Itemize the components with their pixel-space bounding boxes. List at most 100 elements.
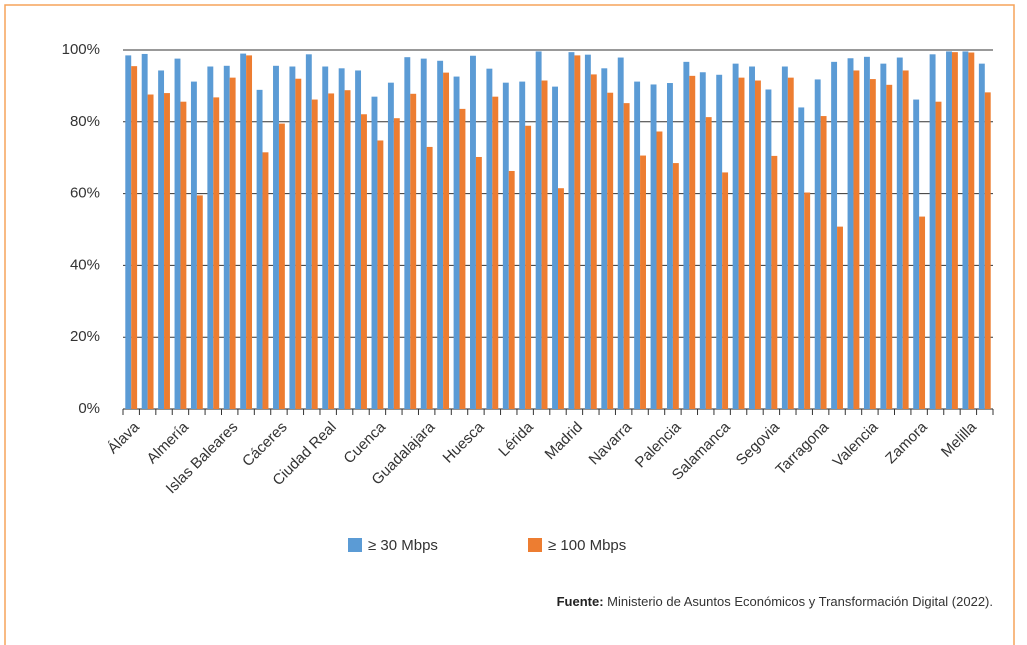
bar — [607, 92, 614, 409]
bar — [273, 65, 279, 410]
bar — [295, 78, 302, 409]
frame — [4, 4, 1015, 645]
legend-swatch — [348, 538, 362, 552]
bar — [502, 82, 509, 409]
bar — [919, 216, 926, 409]
bar — [804, 192, 811, 409]
source-label: Fuente: — [557, 594, 604, 609]
bar — [355, 70, 362, 409]
bar — [328, 93, 335, 410]
bar — [683, 61, 690, 410]
bar — [962, 51, 969, 409]
y-tick-label: 60% — [70, 185, 100, 202]
bar — [705, 117, 712, 410]
bar — [847, 58, 854, 410]
x-tick-label: Zamora — [882, 418, 931, 467]
legend-label: ≥ 30 Mbps — [368, 537, 438, 554]
legend-swatch — [528, 538, 542, 552]
x-tick-label: Álava — [104, 418, 143, 457]
bar — [486, 68, 493, 409]
bar — [814, 79, 821, 410]
y-tick-label: 20% — [70, 328, 100, 345]
bar — [338, 68, 345, 410]
x-tick-label: Melilla — [938, 418, 981, 461]
bar — [256, 89, 263, 409]
bar — [229, 77, 236, 409]
bar — [820, 116, 827, 409]
x-tick-label: Segovia — [733, 418, 784, 469]
bar — [158, 70, 165, 409]
bar — [223, 65, 230, 410]
bar — [886, 84, 893, 409]
bar — [978, 63, 985, 409]
bar — [601, 68, 608, 410]
bar — [475, 156, 482, 409]
bar — [732, 63, 739, 409]
bar — [393, 118, 400, 410]
bar — [590, 74, 597, 410]
y-tick-label: 0% — [78, 400, 100, 417]
bar — [125, 55, 132, 409]
bar — [322, 66, 329, 409]
bar — [410, 93, 417, 409]
y-tick-label: 40% — [70, 256, 100, 273]
source-text: Ministerio de Asuntos Económicos y Trans… — [607, 594, 993, 609]
bar — [650, 84, 657, 410]
bar — [666, 83, 673, 409]
bar — [459, 108, 466, 409]
bar — [492, 96, 499, 410]
bar — [765, 89, 772, 410]
x-tick-label: Tarragona — [772, 418, 832, 478]
bar — [984, 92, 991, 409]
bar — [453, 76, 460, 409]
bar — [387, 82, 394, 409]
bar — [781, 66, 788, 409]
bar — [617, 57, 624, 409]
bar — [443, 72, 450, 409]
bar — [837, 226, 843, 409]
x-tick-label: Almería — [144, 418, 193, 467]
bar — [470, 55, 476, 410]
bar — [552, 86, 558, 410]
bar — [147, 94, 154, 410]
bar — [262, 152, 269, 409]
bar — [207, 66, 214, 409]
bar — [863, 56, 870, 410]
bar — [558, 188, 564, 409]
bar — [311, 99, 318, 410]
bar — [771, 155, 778, 409]
bar — [749, 66, 755, 409]
bar — [951, 52, 958, 410]
bar — [141, 53, 148, 409]
bar — [240, 53, 247, 410]
bar — [716, 74, 723, 410]
bar — [190, 81, 197, 409]
bar — [361, 114, 367, 410]
x-tick-label: Valencia — [830, 418, 882, 470]
bar — [935, 101, 942, 410]
bar — [404, 57, 411, 410]
bar — [968, 52, 975, 409]
bar — [377, 140, 384, 409]
bar — [929, 54, 936, 410]
bar — [278, 123, 285, 409]
y-tick-label: 100% — [62, 41, 100, 58]
bar — [196, 195, 203, 409]
x-tick-label: Huesca — [440, 418, 488, 466]
bar — [371, 96, 378, 410]
bar — [798, 107, 805, 409]
bar — [640, 155, 646, 409]
bar — [420, 58, 427, 410]
bar — [672, 163, 679, 409]
bar — [525, 125, 532, 410]
bar — [902, 70, 909, 409]
bar — [946, 51, 952, 409]
bar — [623, 103, 630, 409]
bar — [131, 66, 138, 409]
bar — [541, 80, 548, 409]
bar — [634, 81, 641, 409]
bar — [535, 51, 542, 409]
bar — [344, 90, 351, 409]
bar — [174, 58, 181, 410]
